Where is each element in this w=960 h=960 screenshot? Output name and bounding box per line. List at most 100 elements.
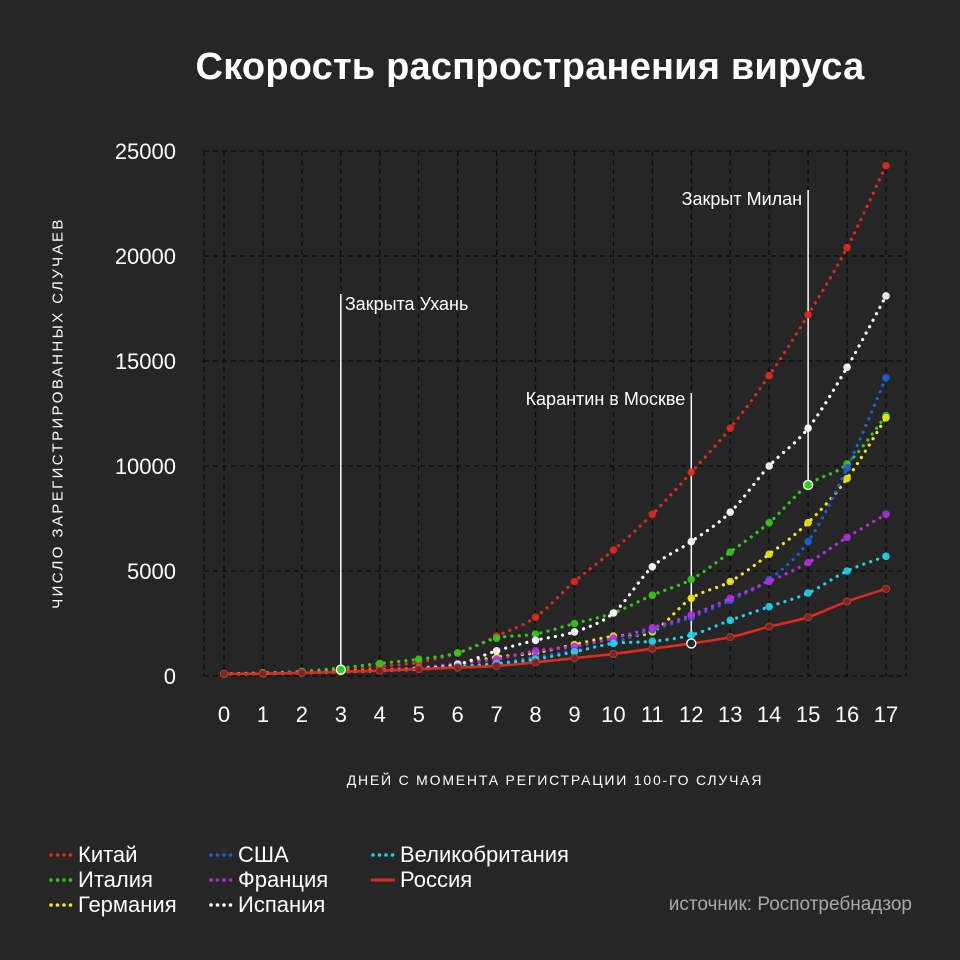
series-5-marker: [882, 292, 890, 300]
series-3-marker: [882, 374, 890, 382]
legend-swatch: [49, 878, 73, 882]
series-7-marker: [648, 644, 657, 653]
legend-item: Италия: [48, 868, 153, 892]
series-0-marker: [570, 577, 579, 586]
series-7-marker: [765, 622, 774, 631]
series-3-marker: [804, 537, 812, 546]
series-5-marker: [765, 462, 773, 470]
source-note: источник: Роспотребнадзор: [668, 894, 912, 915]
series-2-marker: [726, 577, 735, 586]
legend-item: США: [208, 843, 289, 867]
series-0-line: [222, 164, 888, 676]
series-7-marker: [453, 663, 462, 672]
series-4-marker: [804, 558, 812, 567]
series-1-marker: [414, 655, 423, 663]
y-tick-label: 10000: [115, 454, 176, 479]
series-7-marker: [492, 661, 501, 671]
series-2-marker: [804, 518, 812, 527]
x-tick-label: 10: [601, 702, 625, 727]
series-7-marker: [219, 669, 229, 679]
series-0-marker: [804, 311, 812, 319]
annotation-label: Закрыт Милан: [682, 189, 802, 209]
x-tick-label: 5: [413, 702, 425, 727]
y-tick-label: 25000: [115, 139, 176, 164]
series-7-marker: [297, 668, 306, 677]
series-3-marker: [843, 464, 851, 472]
series-5-marker: [570, 628, 579, 636]
series-7-marker: [881, 584, 891, 593]
series-1-marker: [765, 518, 773, 527]
legend-label: Великобритания: [400, 842, 569, 867]
legend-item: Испания: [208, 893, 325, 917]
series-0-marker: [726, 424, 735, 433]
series-1-marker: [570, 619, 579, 628]
series-6-marker: [765, 602, 773, 611]
series-6-marker: [882, 552, 890, 561]
series-1-line: [222, 414, 888, 676]
annotation-marker: [802, 479, 814, 491]
series-7-marker: [414, 664, 423, 674]
legend-label: Германия: [78, 892, 177, 917]
series-4-marker: [609, 634, 618, 642]
series-4-marker: [687, 611, 696, 619]
annotation-marker: [335, 664, 347, 675]
series-1-marker: [687, 575, 696, 584]
series-7-line: [223, 587, 887, 676]
legend-swatch: [209, 853, 233, 857]
series-5-marker: [648, 563, 657, 571]
x-tick-label: 4: [374, 702, 386, 727]
x-tick-label: 12: [679, 702, 703, 727]
series-2-marker: [765, 550, 773, 558]
series-0-marker: [609, 546, 618, 554]
series-4-line: [222, 512, 888, 676]
series-0-marker: [648, 510, 657, 519]
legend-item: Россия: [370, 868, 472, 892]
x-axis-title: ДНЕЙ С МОМЕНТА РЕГИСТРАЦИИ 100-ГО СЛУЧАЯ: [346, 772, 764, 788]
y-tick-label: 15000: [115, 349, 176, 374]
legend-item: Китай: [48, 843, 137, 867]
legend-label: Китай: [78, 842, 138, 867]
series-6-marker: [570, 648, 579, 656]
series-5-marker: [492, 647, 501, 655]
series-4-marker: [765, 577, 773, 586]
x-tick-label: 16: [835, 702, 859, 727]
x-tick-label: 14: [757, 702, 781, 727]
series-4-marker: [882, 510, 890, 519]
series-5-marker: [804, 424, 812, 433]
legend-swatch: [209, 903, 233, 907]
series-6-marker: [726, 616, 735, 625]
x-tick-label: 17: [874, 702, 898, 727]
legend-swatch: [49, 903, 73, 907]
series-7-marker: [609, 649, 618, 659]
legend-label: Россия: [400, 867, 473, 892]
x-tick-label: 13: [718, 702, 742, 727]
x-tick-label: 9: [568, 702, 580, 727]
legend-swatch: [49, 853, 73, 857]
legend-swatch: [209, 878, 233, 882]
series-1-marker: [453, 649, 462, 657]
x-tick-label: 7: [490, 702, 502, 727]
series-5-marker: [609, 609, 618, 617]
annotation-label: Закрыта Ухань: [345, 294, 469, 314]
y-axis-title: ЧИСЛО ЗАРЕГИСТРИРОВАННЫХ СЛУЧАЕВ: [49, 217, 67, 609]
series-1-marker: [492, 634, 501, 642]
series-7-marker: [804, 613, 813, 622]
series-4-marker: [843, 533, 851, 542]
series-0-marker: [843, 243, 851, 252]
legend-item: Германия: [48, 893, 177, 917]
x-tick-label: 8: [529, 702, 541, 727]
series-0-marker: [882, 161, 890, 170]
legend-label: Испания: [238, 892, 326, 917]
legend-label: США: [238, 842, 289, 867]
series-0-marker: [765, 371, 773, 380]
series-1-marker: [531, 630, 540, 638]
legend-label: Франция: [238, 867, 329, 892]
series-7-marker: [726, 633, 735, 642]
series-5-marker: [531, 636, 540, 645]
series-4-marker: [570, 642, 579, 651]
annotation-label: Карантин в Москве: [526, 389, 686, 409]
legend-swatch: [371, 853, 395, 857]
series-1-marker: [726, 548, 735, 556]
legend-item: Франция: [208, 868, 328, 892]
